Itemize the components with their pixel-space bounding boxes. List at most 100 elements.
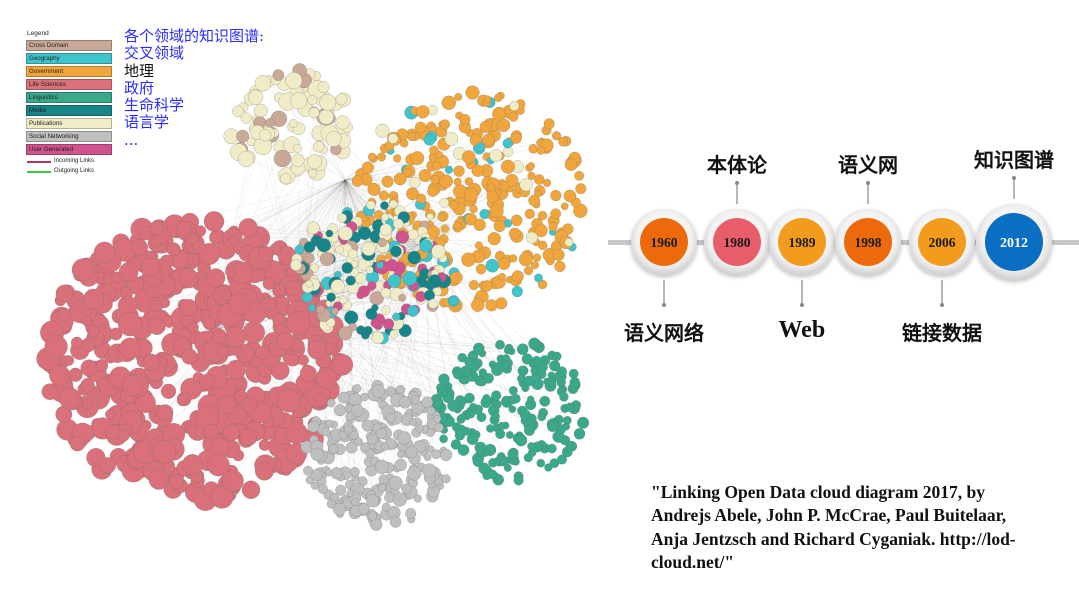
graph-node: [350, 466, 360, 477]
graph-node: [226, 359, 246, 380]
timeline-label: 知识图谱: [974, 148, 1054, 172]
graph-node: [365, 448, 375, 458]
graph-node: [388, 475, 403, 490]
graph-node: [505, 173, 519, 187]
legend-item: Geography: [26, 53, 112, 64]
graph-node: [467, 410, 476, 419]
graph-node: [523, 375, 535, 387]
graph-node: [489, 148, 503, 163]
legend-link-swatch: [27, 160, 51, 163]
graph-node: [356, 290, 365, 300]
graph-node: [434, 423, 444, 433]
graph-node: [527, 171, 536, 180]
graph-node: [559, 392, 569, 402]
graph-node: [308, 168, 317, 178]
graph-node: [552, 430, 565, 443]
graph-node: [448, 296, 458, 306]
graph-node: [188, 321, 199, 333]
graph-node: [305, 279, 314, 288]
graph-node: [556, 366, 568, 377]
graph-node: [331, 307, 339, 316]
graph-node: [543, 118, 555, 130]
graph-node: [380, 201, 389, 210]
graph-node: [149, 299, 163, 313]
graph-node: [444, 132, 459, 146]
graph-node: [510, 132, 522, 144]
graph-node: [514, 434, 528, 447]
graph-node: [470, 362, 480, 372]
graph-node: [552, 248, 565, 261]
graph-node: [315, 367, 338, 389]
graph-node: [258, 128, 272, 142]
graph-node: [449, 200, 459, 210]
graph-node: [335, 245, 344, 255]
graph-node: [565, 402, 575, 413]
graph-node: [463, 187, 479, 203]
graph-node: [303, 465, 313, 476]
graph-node: [310, 469, 323, 481]
graph-node: [440, 224, 449, 233]
graph-edge: [299, 299, 531, 400]
graph-node: [370, 318, 381, 328]
graph-node: [415, 424, 424, 433]
graph-node: [503, 346, 512, 355]
graph-node: [493, 93, 503, 103]
domain-item-geography: 地理: [124, 61, 155, 80]
domain-list: 各个领域的知识图谱: 交叉领域 地理 政府 生命科学 语言学 ...: [124, 27, 264, 149]
graph-node: [521, 353, 533, 365]
graph-node: [397, 431, 412, 445]
graph-node: [131, 239, 149, 256]
graph-node: [478, 368, 488, 377]
graph-node: [464, 392, 475, 404]
graph-node: [250, 356, 263, 368]
graph-node: [233, 346, 245, 358]
graph-node: [148, 317, 166, 335]
graph-node: [537, 412, 547, 422]
legend-item: Government: [26, 66, 112, 77]
graph-node: [399, 138, 409, 148]
graph-node: [365, 308, 378, 320]
graph-node: [569, 377, 581, 388]
timeline-label: 链接数据: [902, 321, 982, 345]
graph-node: [388, 199, 398, 209]
graph-node: [573, 428, 586, 440]
graph-node: [519, 177, 533, 192]
graph-node: [452, 369, 463, 380]
graph-node: [426, 213, 434, 221]
graph-node: [276, 388, 301, 413]
graph-node: [152, 440, 177, 464]
graph-node: [497, 421, 507, 431]
graph-node: [466, 433, 479, 446]
graph-node: [528, 194, 541, 207]
graph-node: [317, 81, 330, 93]
graph-node: [561, 446, 573, 458]
graph-node: [407, 305, 419, 317]
timeline-year: 1980: [724, 235, 751, 250]
graph-node: [272, 312, 286, 327]
graph-node: [431, 449, 442, 460]
graph-node: [105, 423, 121, 440]
graph-node: [454, 92, 463, 102]
graph-node: [457, 444, 470, 456]
graph-node: [367, 281, 377, 291]
graph-node: [508, 254, 518, 263]
graph-node: [454, 424, 467, 437]
graph-node: [341, 262, 354, 274]
graph-node: [473, 218, 486, 232]
graph-node: [290, 259, 302, 271]
graph-node: [575, 183, 587, 195]
graph-node: [560, 202, 569, 211]
graph-node: [367, 182, 381, 196]
graph-node: [381, 443, 389, 451]
graph-node: [292, 143, 302, 153]
legend-link-item: Incoming Links: [26, 157, 116, 166]
graph-node: [505, 431, 514, 439]
legend-item: Life Sciences: [26, 79, 112, 90]
graph-node: [105, 408, 116, 420]
graph-node: [80, 359, 98, 377]
graph-node: [562, 422, 571, 431]
graph-node: [452, 221, 462, 230]
graph-node: [511, 393, 521, 404]
graph-node: [382, 318, 395, 330]
graph-node: [44, 334, 68, 359]
